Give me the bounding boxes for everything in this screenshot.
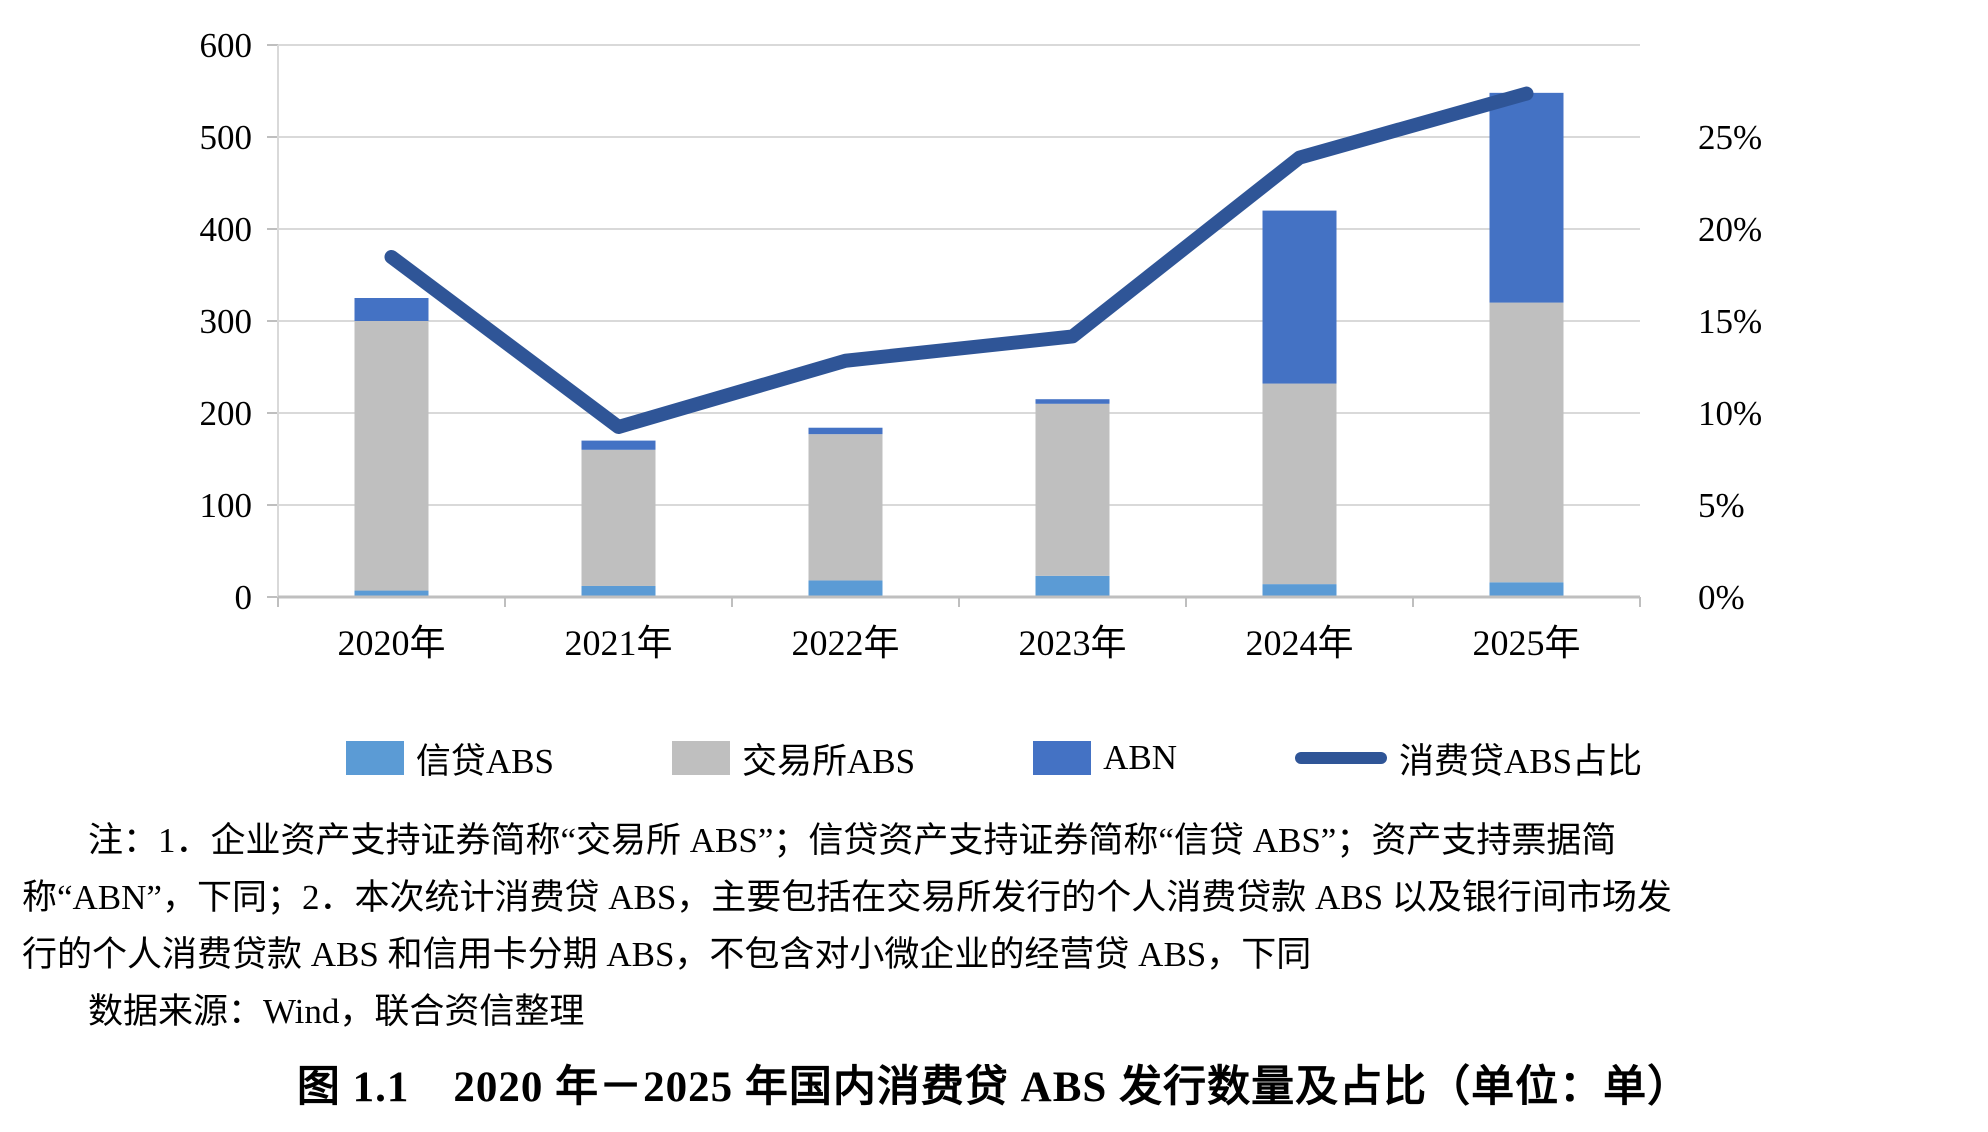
legend-label: 信贷ABS <box>415 741 554 781</box>
legend-item-3: ABN <box>1033 738 1177 778</box>
stacked-bar-segment <box>808 427 883 435</box>
stacked-bar-segment <box>1262 210 1337 384</box>
legend-label: 交易所ABS <box>742 741 916 781</box>
combo-chart: 0 0% 100 5% 200 10% 300 15% 400 20% 500 25% 600 2020年… <box>200 26 1763 663</box>
legend-item-1: 信贷ABS <box>345 733 554 784</box>
x-axis-category-label: 2024年 <box>1245 623 1353 663</box>
figure-caption: 图 1.1 2020 年－2025 年国内消费贷 ABS 发行数量及占比（单位：… <box>296 1064 1692 1111</box>
stacked-bar-segment <box>354 321 429 591</box>
stacked-bar-segment <box>1262 383 1337 585</box>
note-line-2: 称“ABN”，下同；2．本次统计消费贷 ABS，主要包括在交易所发行的个人消费贷… <box>22 878 1672 917</box>
ratio-line <box>384 86 1534 434</box>
right-axis-tick-label: 5% <box>1698 486 1745 525</box>
stacked-bar-segment <box>808 580 883 597</box>
right-axis-tick-label: 0% <box>1698 578 1745 617</box>
note-line-3: 行的个人消费贷款 ABS 和信用卡分期 ABS，不包含对小微企业的经营贷 ABS… <box>22 935 1312 974</box>
chart-notes: 注：1．企业资产支持证券简称“交易所 ABS”；信贷资产支持证券简称“信贷 AB… <box>22 812 1966 1040</box>
note-line-1: 注：1．企业资产支持证券简称“交易所 ABS”；信贷资产支持证券简称“信贷 AB… <box>88 821 1617 860</box>
legend-label: 消费贷ABS占比 <box>1399 741 1643 781</box>
legend-line-swatch <box>1295 752 1387 764</box>
left-axis-tick-label: 200 <box>200 394 253 433</box>
legend-item-4: 消费贷ABS占比 <box>1295 733 1642 784</box>
legend-item-2: 交易所ABS <box>672 733 915 784</box>
right-axis-tick-label: 20% <box>1698 210 1762 249</box>
stacked-bar-segment <box>808 434 883 581</box>
left-axis-tick-label: 300 <box>200 302 253 341</box>
right-axis-tick-label: 15% <box>1698 302 1762 341</box>
x-axis-category-label: 2025年 <box>1472 623 1580 663</box>
stacked-bar-segment <box>354 590 429 597</box>
stacked-bar-segment <box>581 585 656 597</box>
left-axis-tick-label: 500 <box>200 118 253 157</box>
left-axis-tick-label: 0 <box>235 578 253 617</box>
right-axis-tick-label: 10% <box>1698 394 1762 433</box>
x-axis-category-label: 2023年 <box>1018 623 1126 663</box>
stacked-bar-segment <box>354 298 429 321</box>
legend-label: ABN <box>1103 738 1177 777</box>
stacked-bar-segment <box>1489 302 1564 583</box>
x-axis-category-label: 2020年 <box>337 623 445 663</box>
stacked-bar-segment <box>581 440 656 450</box>
stacked-bar-segment <box>581 449 656 586</box>
left-axis-tick-label: 600 <box>200 26 253 65</box>
stacked-bar-segment <box>1262 584 1337 597</box>
stacked-bar-segment <box>1489 582 1564 597</box>
x-axis-category-label: 2022年 <box>791 623 899 663</box>
stacked-bar-segment <box>1035 575 1110 597</box>
stacked-bar-segment <box>1489 92 1564 303</box>
stacked-bar-segment <box>1035 403 1110 576</box>
left-axis-tick-label: 400 <box>200 210 253 249</box>
chart-legend: 信贷ABS 交易所ABS ABN 消费贷ABS占比 <box>0 718 1988 798</box>
legend-color-swatch <box>1033 741 1092 775</box>
x-axis-category-label: 2021年 <box>564 623 672 663</box>
note-line-4: 数据来源：Wind，联合资信整理 <box>88 992 585 1031</box>
right-axis-tick-label: 25% <box>1698 118 1762 157</box>
stacked-bar-segment <box>1035 399 1110 404</box>
chart-canvas: 0 0% 100 5% 200 10% 300 15% 400 20% 500 25% 600 2020年… <box>200 26 1763 663</box>
left-axis-tick-label: 100 <box>200 486 253 525</box>
legend-color-swatch <box>345 741 404 775</box>
legend-color-swatch <box>672 741 730 775</box>
